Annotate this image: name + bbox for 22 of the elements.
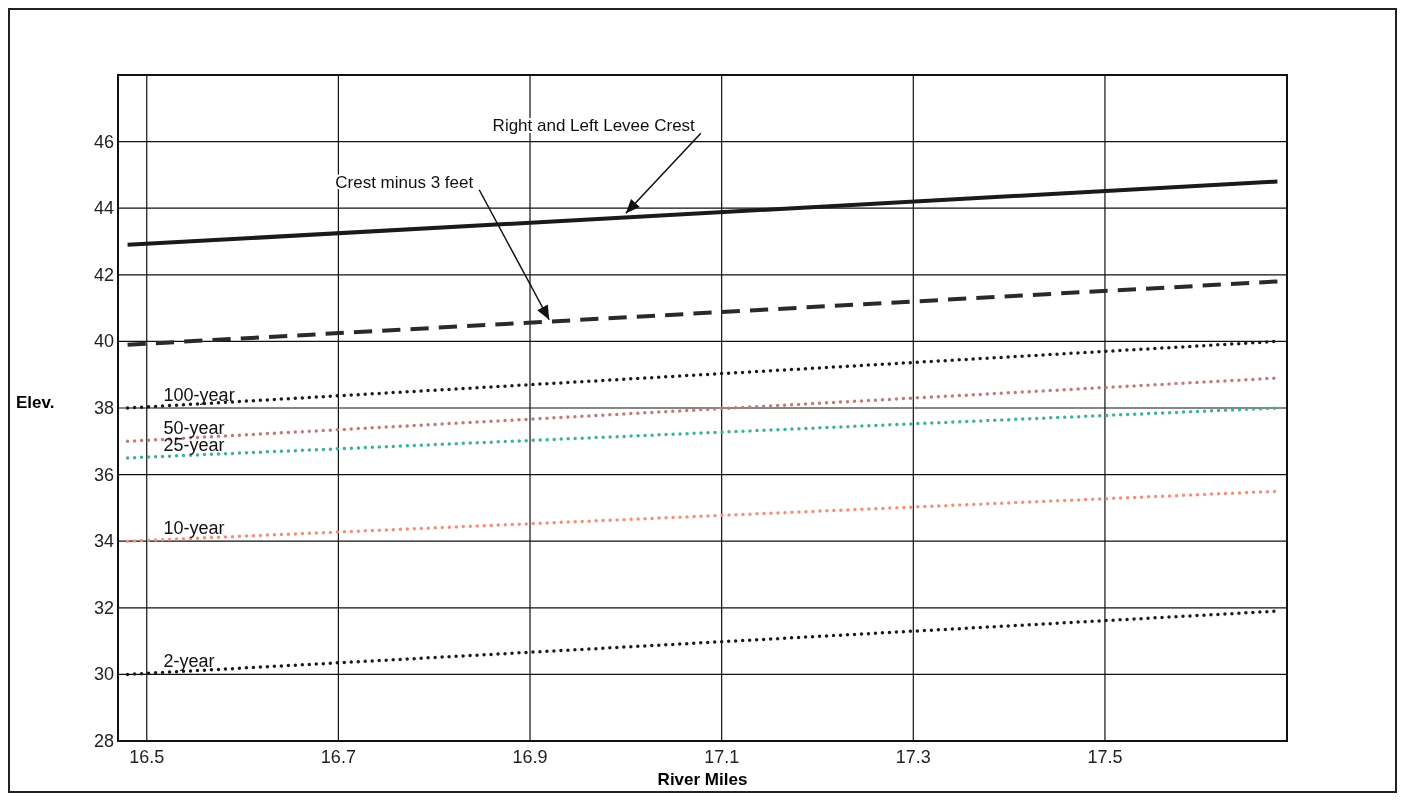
series-label: 100-year (163, 385, 235, 405)
y-tick-label: 36 (93, 464, 114, 485)
x-tick-label: 16.9 (512, 747, 548, 767)
series-label: 10-year (163, 518, 225, 539)
series-label: 2-year (163, 651, 215, 672)
x-axis-title: River Miles (657, 770, 748, 789)
x-tick-label: 17.1 (704, 747, 740, 767)
y-tick-label: 46 (93, 131, 114, 152)
x-tick-label: 17.5 (1087, 747, 1123, 767)
y-tick-label: 32 (93, 597, 114, 618)
series-label: 50-year (163, 418, 225, 439)
y-tick-label: 28 (93, 731, 114, 751)
y-axis-title: Elev. (16, 393, 55, 412)
x-tick-label: 17.3 (895, 747, 931, 767)
y-tick-label: 34 (93, 531, 114, 552)
y-tick-label: 30 (93, 664, 114, 685)
y-tick-label: 40 (93, 331, 114, 352)
y-tick-label: 38 (93, 398, 114, 418)
y-tick-label: 42 (93, 264, 114, 285)
y-tick-label: 44 (93, 198, 114, 219)
x-tick-label: 16.7 (320, 747, 356, 767)
x-tick-label: 16.5 (129, 747, 165, 767)
